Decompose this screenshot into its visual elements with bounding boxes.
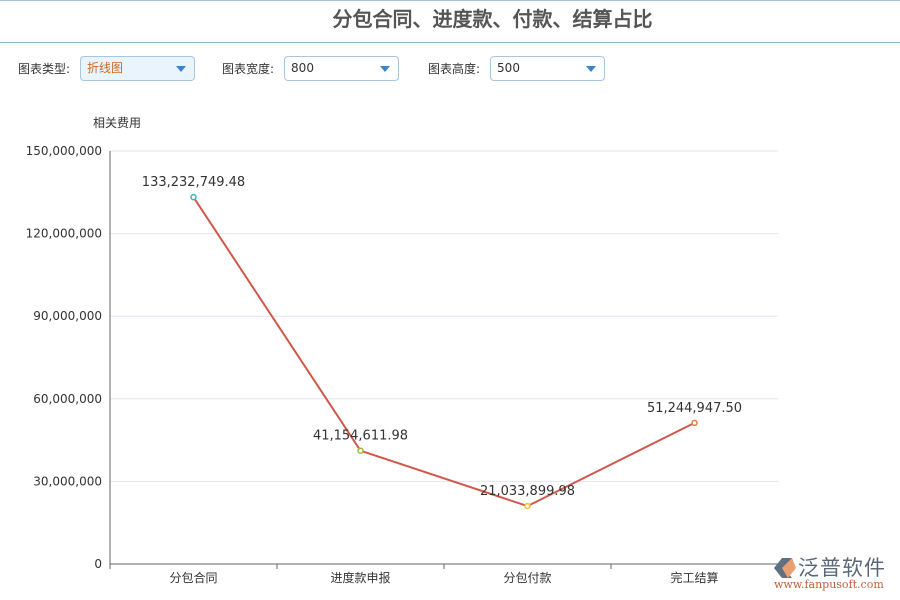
y-tick-label: 30,000,000 — [33, 474, 102, 488]
fanpusoft-logo: 泛普软件 www.fanpusoft.com — [770, 552, 895, 596]
data-label: 41,154,611.98 — [313, 429, 408, 444]
page-title: 分包合同、进度款、付款、结算占比 — [332, 7, 653, 31]
y-tick-label: 90,000,000 — [33, 309, 102, 323]
y-tick-label: 60,000,000 — [33, 392, 102, 406]
x-tick-label: 进度款申报 — [330, 570, 390, 585]
chart-type-select[interactable]: 折线图 — [80, 56, 196, 81]
chart-type-value: 折线图 — [87, 61, 124, 75]
chevron-down-icon — [176, 66, 187, 72]
chart-height-value: 500 — [497, 61, 520, 75]
chart-height-label: 图表高度: — [428, 62, 481, 76]
y-axis-label: 相关费用 — [93, 116, 141, 130]
data-label: 21,033,899.98 — [480, 484, 575, 499]
logo-text: 泛普软件 — [798, 556, 886, 580]
data-point — [357, 447, 364, 454]
chart-width-label: 图表宽度: — [222, 62, 275, 76]
title-divider — [0, 42, 900, 43]
x-tick-label: 分包合同 — [169, 570, 217, 585]
chart-width-select[interactable]: 800 — [284, 56, 400, 81]
chart-width-control: 图表宽度: 800 — [222, 55, 400, 82]
y-tick-label: 150,000,000 — [26, 144, 102, 158]
chevron-down-icon — [380, 66, 391, 72]
chart-type-label: 图表类型: — [18, 62, 71, 76]
y-tick-label: 120,000,000 — [26, 227, 102, 241]
data-point — [524, 502, 531, 510]
chart-width-value: 800 — [291, 61, 314, 75]
data-point — [691, 419, 698, 427]
chart-type-control: 图表类型: 折线图 — [18, 55, 196, 82]
y-tick-label: 0 — [94, 557, 102, 571]
x-tick-label: 完工结算 — [670, 570, 718, 585]
data-label: 51,244,947.50 — [647, 401, 742, 416]
data-point — [190, 193, 197, 201]
chart-height-select[interactable]: 500 — [490, 56, 606, 81]
logo-url: www.fanpusoft.com — [774, 578, 884, 591]
chevron-down-icon — [586, 66, 597, 72]
x-tick-label: 分包付款 — [503, 571, 551, 585]
top-border — [0, 0, 900, 1]
data-label: 133,232,749.48 — [142, 175, 245, 190]
chart-height-control: 图表高度: 500 — [428, 55, 606, 82]
series-line — [192, 196, 695, 508]
